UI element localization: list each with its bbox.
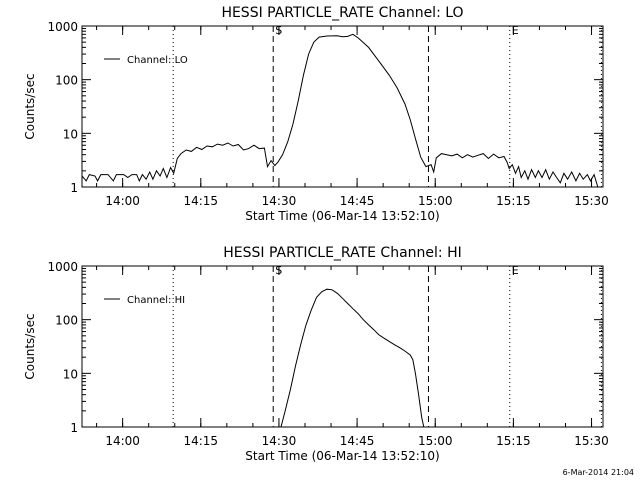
- x-tick-label: 14:00: [105, 194, 140, 208]
- y-tick-label: 100: [55, 74, 78, 88]
- panel-hi: HESSI PARTICLE_RATE Channel: HI 1 10 100 100…: [23, 245, 609, 463]
- x-tick-label: 15:30: [574, 194, 609, 208]
- x-tick-label: 15:30: [574, 434, 609, 448]
- marker-label: E: [512, 264, 519, 277]
- chart-title: HESSI PARTICLE_RATE Channel: LO: [221, 5, 463, 21]
- legend-label: Channel: HI: [127, 295, 185, 306]
- y-tick-label: 1000: [47, 260, 78, 274]
- y-axis-label: Counts/sec: [23, 313, 37, 379]
- x-axis-label: Start Time (06-Mar-14 13:52:10): [245, 449, 439, 463]
- y-tick-label: 100: [55, 314, 78, 328]
- data-series-line: [81, 33, 603, 188]
- x-tick-label: 14:45: [340, 434, 375, 448]
- x-tick-label: 15:15: [496, 194, 531, 208]
- y-axis-label: Counts/sec: [23, 73, 37, 139]
- chart-title: HESSI PARTICLE_RATE Channel: HI: [223, 245, 461, 261]
- y-tick-label: 10: [63, 127, 78, 141]
- panel-lo: HESSI PARTICLE_RATE Channel: LO 1 10 100 100…: [23, 5, 609, 223]
- x-tick-label: 14:00: [105, 434, 140, 448]
- x-tick-label: 14:15: [183, 194, 218, 208]
- plot-frame: [81, 25, 604, 188]
- marker-label: S: [275, 24, 282, 37]
- marker-label: S: [275, 264, 282, 277]
- marker-label: E: [512, 24, 519, 37]
- y-tick-label: 10: [63, 367, 78, 381]
- x-tick-label: 15:00: [418, 434, 453, 448]
- x-tick-label: 15:15: [496, 434, 531, 448]
- x-axis-label: Start Time (06-Mar-14 13:52:10): [245, 209, 439, 223]
- plot-frame: [81, 265, 604, 428]
- x-tick-label: 14:30: [262, 434, 297, 448]
- x-tick-label: 14:30: [262, 194, 297, 208]
- x-tick-label: 15:00: [418, 194, 453, 208]
- data-series-line: [280, 288, 425, 428]
- y-tick-label: 1: [70, 421, 78, 435]
- y-tick-label: 1: [70, 181, 78, 195]
- x-tick-label: 14:45: [340, 194, 375, 208]
- legend-label: Channel: LO: [127, 55, 188, 66]
- y-tick-label: 1000: [47, 20, 78, 34]
- footer-timestamp: 6-Mar-2014 21:04: [563, 468, 634, 477]
- x-tick-label: 14:15: [183, 434, 218, 448]
